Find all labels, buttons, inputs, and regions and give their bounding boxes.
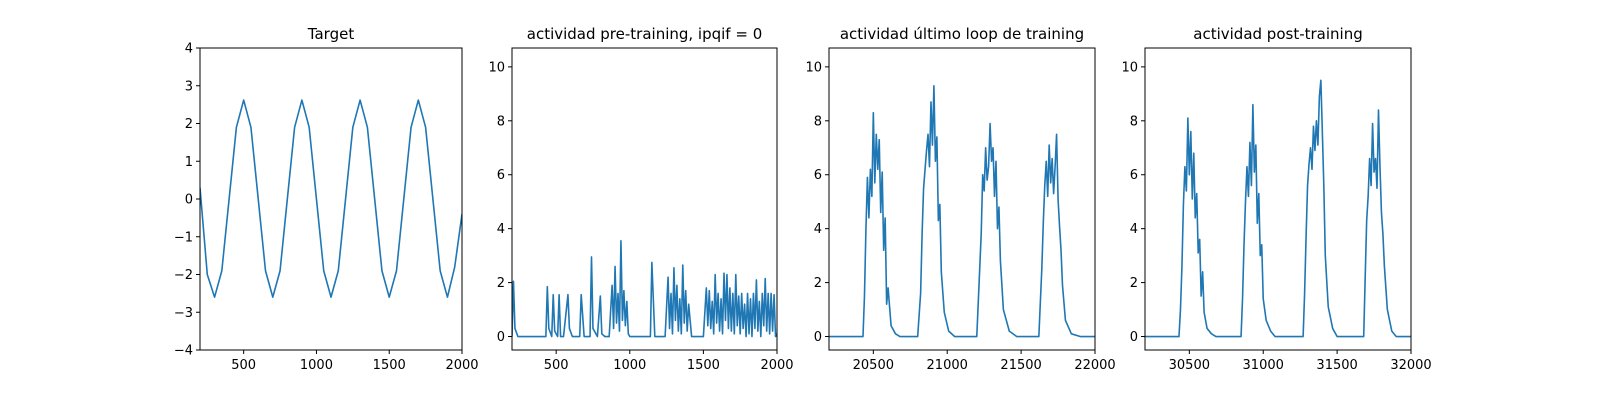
y-tick-label: −4 [174,344,193,359]
chart-panel-4: 30500 31000 31500 32000 0 2 4 6 8 10 actividad pos… [1121,25,1431,373]
chart-title: actividad último loop de training [840,25,1084,43]
y-tick-label: 4 [1130,222,1138,237]
y-tick-label: 2 [497,276,505,291]
y-tick-label: 0 [185,193,193,208]
chart-panel-3: 20500 21000 21500 22000 0 2 4 6 8 10 actividad últ… [805,25,1115,373]
axes-frame [828,47,1096,351]
y-tick-label: 0 [1130,330,1138,345]
y-tick-label: 10 [1121,60,1138,75]
x-tick-label: 21000 [927,358,968,373]
axes-frame [1144,47,1412,351]
x-tick-label: 2000 [445,358,478,373]
x-tick-label: 32000 [1390,358,1431,373]
y-tick-label: 1 [185,155,193,170]
axes-frame [199,47,463,351]
y-tick-label: −1 [174,230,193,245]
x-tick-label: 500 [231,358,256,373]
chart-title: actividad pre-training, ipqif = 0 [527,25,763,43]
series-line-1 [829,84,1095,338]
y-tick-label: −3 [174,306,193,321]
chart-panel-2: 500 1000 1500 2000 0 2 4 6 8 10 actividad pre-trai… [488,25,793,373]
x-tick-label: 20500 [853,358,894,373]
x-tick-label: 1000 [613,358,646,373]
x-tick-label: 1000 [300,358,333,373]
y-tick-label: 4 [814,222,822,237]
x-tick-label: 2000 [760,358,793,373]
x-tick-label: 31000 [1243,358,1284,373]
y-tick-label: 10 [488,60,505,75]
y-tick-label: 6 [814,168,822,183]
chart-title: actividad post-training [1193,25,1362,43]
y-tick-label: 2 [1130,276,1138,291]
y-tick-label: 8 [814,114,822,129]
axes-frame [511,47,778,351]
x-tick-label: 1500 [687,358,720,373]
y-tick-label: 8 [1130,114,1138,129]
y-tick-label: 2 [185,117,193,132]
y-tick-label: 0 [497,330,505,345]
series-line-1 [512,239,777,338]
y-tick-label: 4 [497,222,505,237]
y-tick-label: 2 [814,276,822,291]
y-tick-label: 3 [185,79,193,94]
chart-title: Target [307,25,355,43]
y-tick-label: 10 [805,60,822,75]
series-line-1 [1145,79,1411,338]
y-tick-label: 6 [1130,168,1138,183]
x-tick-label: 500 [544,358,569,373]
x-tick-label: 1500 [373,358,406,373]
x-tick-label: 31500 [1316,358,1357,373]
chart-panel-1: 500 1000 1500 2000 −4 −3 −2 −1 0 1 2 3 4 Target [174,25,479,373]
y-tick-label: 0 [814,330,822,345]
x-tick-label: 30500 [1169,358,1210,373]
series-line-1 [200,99,462,298]
x-tick-label: 22000 [1074,358,1115,373]
y-tick-label: 6 [497,168,505,183]
y-tick-label: 4 [185,42,193,57]
x-tick-label: 21500 [1000,358,1041,373]
y-tick-label: −2 [174,268,193,283]
y-tick-label: 8 [497,114,505,129]
